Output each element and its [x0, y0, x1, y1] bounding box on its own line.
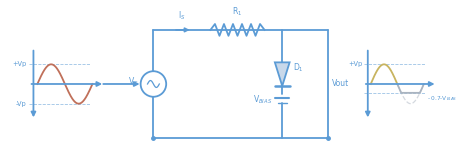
Text: Vout: Vout [332, 79, 350, 89]
Text: V$_S$: V$_S$ [128, 76, 139, 88]
Text: V$_{BIAS}$: V$_{BIAS}$ [253, 94, 273, 107]
Text: R$_1$: R$_1$ [232, 6, 243, 18]
Text: I$_S$: I$_S$ [178, 10, 186, 22]
Text: - 0.7-V$_{BIAS}$: - 0.7-V$_{BIAS}$ [427, 94, 457, 103]
Text: +Vp: +Vp [348, 61, 363, 67]
Text: +Vp: +Vp [12, 61, 27, 67]
Text: -Vp: -Vp [16, 101, 27, 107]
Text: D$_1$: D$_1$ [292, 61, 303, 74]
Polygon shape [275, 62, 290, 86]
